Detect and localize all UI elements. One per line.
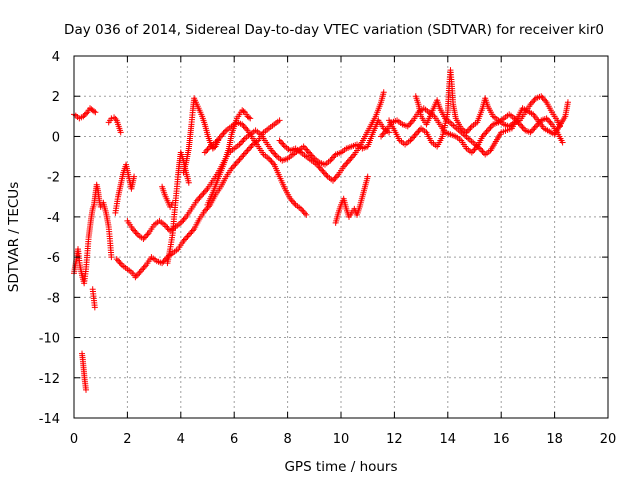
- data-point: [303, 211, 310, 218]
- chart-title: Day 036 of 2014, Sidereal Day-to-day VTE…: [64, 22, 604, 38]
- y-tick-label: 0: [52, 130, 60, 145]
- y-tick-label: -10: [39, 332, 60, 347]
- grid-lines: [74, 56, 608, 418]
- series-arc-d: [105, 114, 124, 136]
- axis-ticks: [73, 55, 609, 419]
- data-point: [276, 117, 283, 124]
- series-arc-a: [71, 105, 99, 122]
- x-tick-label: 4: [177, 432, 185, 447]
- x-tick-label: 6: [230, 432, 238, 447]
- x-tick-label: 18: [546, 432, 563, 447]
- y-tick-label: -8: [47, 291, 60, 306]
- series-arc-l: [201, 119, 310, 218]
- data-point: [364, 173, 371, 180]
- y-tick-label: -14: [39, 412, 60, 427]
- series-arc-j: [180, 95, 222, 176]
- y-axis-label: SDTVAR / TECUs: [6, 182, 22, 292]
- y-tick-label: -12: [39, 372, 60, 387]
- x-tick-label: 2: [123, 432, 131, 447]
- x-axis-label: GPS time / hours: [284, 459, 397, 475]
- series-arc-p: [378, 105, 566, 156]
- x-tick-label: 0: [70, 432, 78, 447]
- series-arc-i: [159, 183, 176, 210]
- data-point: [80, 113, 87, 120]
- series-arc-b-outliers: [89, 286, 98, 311]
- data-point: [91, 304, 98, 311]
- data-point: [117, 129, 124, 136]
- data-points: [71, 67, 571, 393]
- data-point: [83, 386, 90, 393]
- x-tick-label: 12: [386, 432, 403, 447]
- x-tick-label: 8: [283, 432, 291, 447]
- x-tick-label: 10: [333, 432, 350, 447]
- x-tick-label: 14: [440, 432, 457, 447]
- data-point: [185, 179, 192, 186]
- series-arc-k: [204, 107, 254, 208]
- data-point: [559, 139, 566, 146]
- x-tick-label: 20: [600, 432, 617, 447]
- data-point: [380, 89, 387, 96]
- data-point: [240, 108, 247, 115]
- series-arc-m: [276, 89, 387, 184]
- data-point: [92, 109, 99, 116]
- series-arc-e: [112, 161, 138, 216]
- x-tick-labels: 0 2 4 6 8 10 12 14 16 18 20: [70, 432, 616, 447]
- data-point: [169, 199, 176, 206]
- data-point: [564, 99, 571, 106]
- y-tick-label: -4: [47, 211, 60, 226]
- series-arc-g: [124, 117, 393, 243]
- series-arc-n: [332, 173, 371, 226]
- y-tick-label: 2: [52, 90, 60, 105]
- data-point: [81, 111, 88, 118]
- y-tick-labels: -14 -12 -10 -8 -6 -4 -2 0 2 4: [39, 50, 60, 427]
- series-arc-c: [79, 350, 90, 393]
- data-point: [245, 114, 252, 121]
- data-point: [131, 173, 138, 180]
- data-point: [91, 108, 98, 115]
- data-point: [247, 115, 254, 122]
- data-point: [108, 254, 115, 261]
- series-arc-b: [71, 181, 115, 287]
- data-point: [83, 110, 90, 117]
- series-arc-f: [113, 117, 283, 281]
- y-tick-label: -6: [47, 251, 60, 266]
- y-tick-label: 4: [52, 50, 60, 65]
- data-point: [108, 115, 115, 122]
- y-tick-label: -2: [47, 171, 60, 186]
- x-tick-label: 16: [493, 432, 510, 447]
- series-arc-q: [412, 93, 571, 158]
